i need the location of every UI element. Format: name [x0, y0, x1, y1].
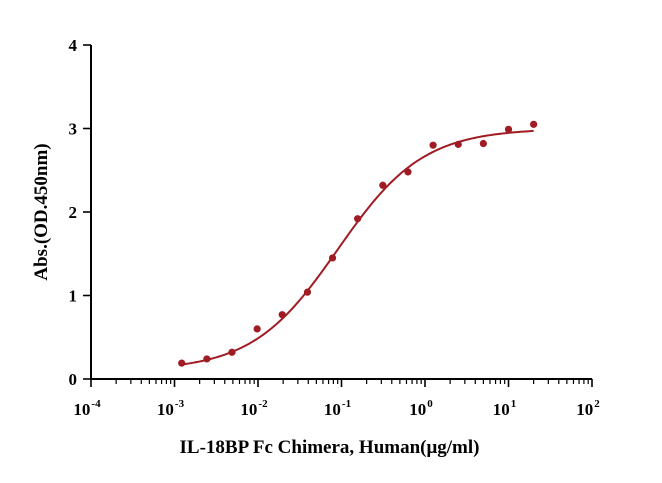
data-point: [178, 359, 186, 367]
x-tick-label: 10-2: [240, 398, 268, 419]
data-point: [454, 140, 462, 148]
x-axis-title: IL-18BP Fc Chimera, Human(μg/ml): [180, 437, 480, 458]
y-axis-ticks: 0 1 2 3 4: [69, 36, 91, 389]
x-tick-label: 10-4: [73, 398, 101, 419]
y-tick-label: 3: [69, 120, 78, 139]
x-tick-label: 10-3: [157, 398, 185, 419]
x-tick-label: 10-1: [324, 398, 351, 419]
x-tick-base: 10: [73, 400, 90, 419]
data-point: [404, 168, 412, 176]
data-point: [379, 181, 387, 189]
x-tick-base: 10: [409, 400, 426, 419]
x-tick-exponent: -3: [175, 398, 185, 410]
data-point: [429, 141, 437, 149]
data-point: [530, 120, 538, 128]
data-point: [253, 325, 261, 333]
x-tick-base: 10: [240, 400, 257, 419]
x-tick-base: 10: [576, 400, 593, 419]
y-tick-label: 4: [69, 36, 78, 55]
x-tick-label: 100: [409, 398, 433, 419]
x-tick-exponent: -2: [258, 398, 268, 410]
data-point: [328, 254, 337, 262]
y-tick-label: 0: [69, 370, 78, 389]
x-tick-exponent: 1: [511, 398, 517, 410]
data-point: [278, 311, 286, 319]
x-tick-label: 101: [493, 398, 517, 419]
y-axis-title: Abs.(OD.450nm): [31, 143, 52, 280]
x-tick-label: 102: [576, 398, 600, 419]
x-tick-base: 10: [324, 400, 341, 419]
x-tick-exponent: 2: [594, 398, 600, 410]
data-point: [354, 215, 362, 223]
fit-curve: [181, 129, 534, 366]
data-points: [178, 120, 538, 367]
data-point: [228, 348, 236, 356]
x-tick-base: 10: [493, 400, 510, 419]
x-tick-exponent: 0: [427, 398, 433, 410]
x-tick-base: 10: [157, 400, 174, 419]
x-tick-exponent: -4: [91, 398, 101, 410]
data-point: [479, 139, 487, 148]
y-tick-label: 1: [69, 287, 78, 306]
x-axis-ticks: 10-4 10-3 10-2 10-1 100 101 102: [73, 379, 600, 419]
data-point: [303, 288, 312, 296]
y-tick-label: 2: [69, 203, 78, 222]
data-point: [504, 125, 513, 133]
data-point: [203, 355, 211, 363]
x-tick-exponent: -1: [342, 398, 351, 410]
